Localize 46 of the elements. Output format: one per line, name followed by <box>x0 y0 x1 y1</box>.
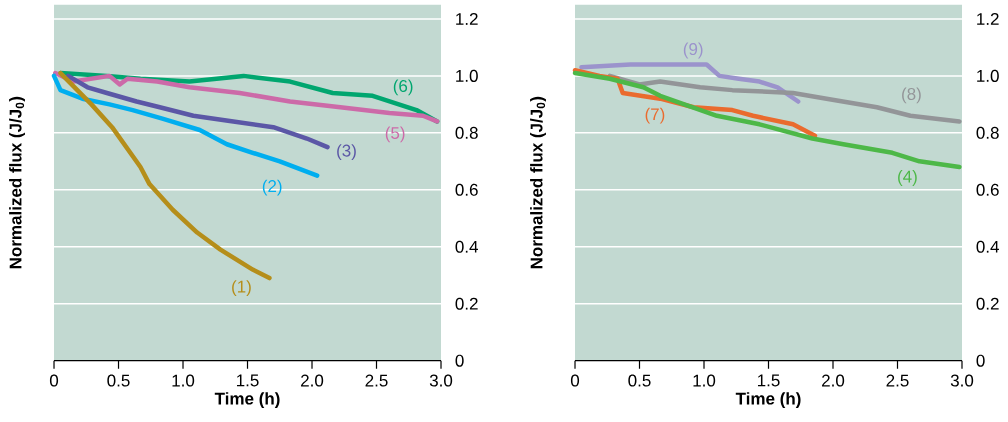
series-label: (1) <box>232 280 251 297</box>
x-tick-label: 1.0 <box>693 374 716 387</box>
y-tick-label: 0.6 <box>976 183 999 196</box>
line-series <box>579 62 801 104</box>
y-tick-label: 1.0 <box>456 69 478 82</box>
line-series <box>65 73 330 150</box>
line-series <box>51 73 320 178</box>
y-tick-label: 0.4 <box>455 240 479 253</box>
series-label: (6) <box>393 79 413 96</box>
x-tick-label: 2.0 <box>822 374 845 387</box>
x-tick-label: 2.0 <box>301 374 324 387</box>
y-tick-label: 0.4 <box>976 240 999 253</box>
y-tick-label: 1.2 <box>456 13 478 25</box>
line-series <box>572 70 962 170</box>
series-label: (2) <box>262 179 282 196</box>
x-tick-label: 0 <box>570 374 580 387</box>
series-label: (7) <box>645 107 665 124</box>
series-label: (8) <box>902 87 921 104</box>
y-tick-label: 0 <box>976 354 985 367</box>
series-label: (4) <box>898 170 917 186</box>
y-tick-label: 0.2 <box>976 297 999 310</box>
x-tick-label: 0.5 <box>107 374 130 387</box>
line-series <box>607 73 962 124</box>
y-tick-label: 1.2 <box>977 13 999 25</box>
y-tick-label: 0.6 <box>455 183 478 196</box>
series-label: (3) <box>337 144 356 160</box>
x-tick-label: 1.5 <box>757 374 780 387</box>
y-tick-label: 0.8 <box>455 126 478 139</box>
y-tick-label: 0.8 <box>976 126 999 139</box>
x-tick-label: 1.0 <box>172 374 195 387</box>
x-tick-label: 1.5 <box>237 374 259 387</box>
x-axis-title: Time (h) <box>214 392 280 408</box>
x-tick-label: 3.0 <box>950 374 974 387</box>
series-label: (5) <box>385 126 405 143</box>
y-tick-label: 1.0 <box>977 69 999 82</box>
series-label: (9) <box>683 42 703 59</box>
y-tick-label: 0 <box>455 354 464 367</box>
y-axis-title: Normalized flux (J/J$_{0}$) <box>530 96 546 269</box>
x-tick-label: 2.5 <box>886 374 909 387</box>
x-axis-title: Time (h) <box>735 392 801 408</box>
y-axis-title: Normalized flux (J/J$_{0}$) <box>9 96 25 269</box>
x-tick-label: 0 <box>49 374 59 387</box>
x-tick-label: 2.5 <box>365 374 388 387</box>
x-tick-label: 3.0 <box>429 374 453 387</box>
x-tick-label: 0.5 <box>628 374 651 387</box>
y-tick-label: 0.2 <box>455 297 478 310</box>
